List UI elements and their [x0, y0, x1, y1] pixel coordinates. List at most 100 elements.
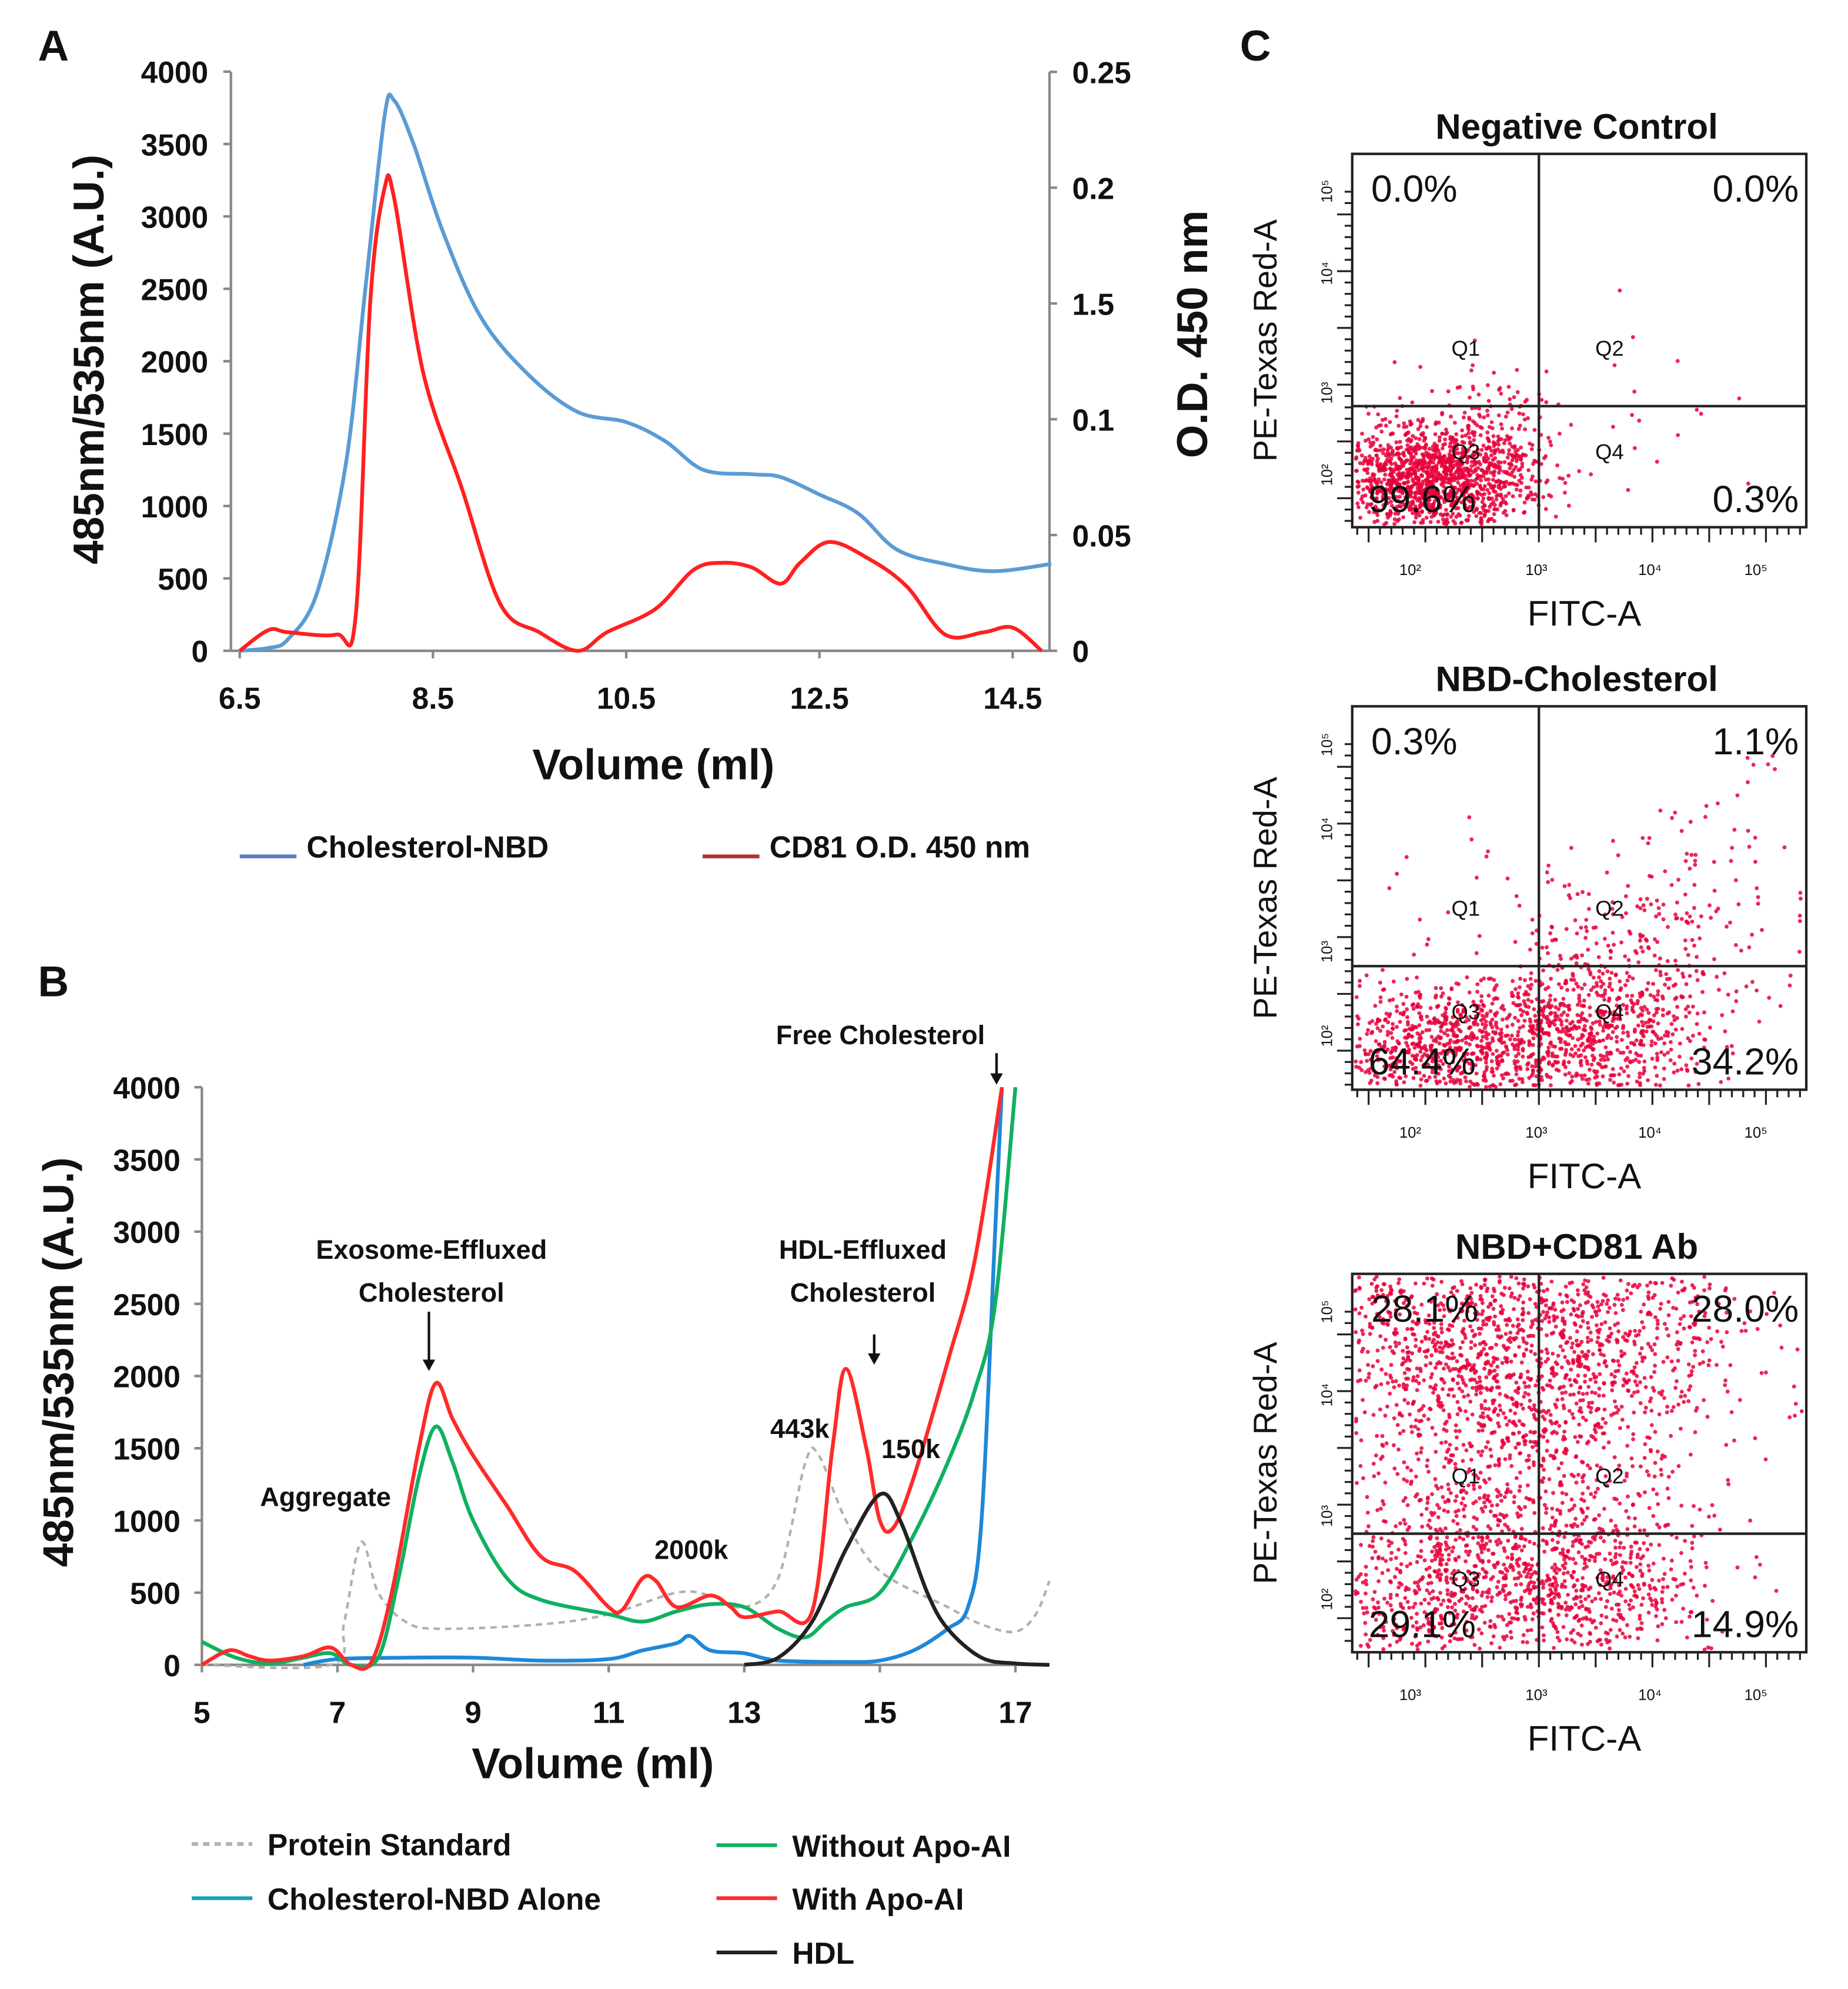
- event-dot: [1649, 1423, 1654, 1428]
- event-dot: [1615, 1339, 1620, 1343]
- event-dot: [1600, 1343, 1605, 1348]
- event-dot: [1546, 1045, 1551, 1050]
- event-dot: [1540, 945, 1545, 950]
- event-dot: [1512, 1307, 1516, 1312]
- event-dot: [1467, 415, 1472, 420]
- event-dot: [1620, 1303, 1624, 1307]
- event-dot: [1586, 892, 1591, 897]
- event-dot: [1646, 1078, 1650, 1082]
- event-dot: [1441, 1599, 1446, 1603]
- event-dot: [1382, 1282, 1386, 1286]
- event-dot: [1575, 1329, 1579, 1334]
- event-dot: [1503, 1356, 1508, 1360]
- event-dot: [1501, 497, 1505, 502]
- event-dot: [1415, 1374, 1420, 1379]
- event-dot: [1545, 1350, 1550, 1355]
- event-dot: [1523, 453, 1528, 457]
- event-dot: [1682, 1288, 1686, 1292]
- event-dot: [1460, 1038, 1465, 1043]
- event-dot: [1480, 1301, 1485, 1305]
- event-dot: [1712, 860, 1716, 864]
- event-dot: [1633, 1379, 1638, 1384]
- event-dot: [1425, 1276, 1429, 1281]
- event-dot: [1466, 1393, 1471, 1398]
- event-dot: [1455, 1068, 1459, 1073]
- event-dot: [1445, 1580, 1449, 1585]
- event-dot: [1391, 449, 1395, 453]
- event-dot: [1503, 1416, 1508, 1420]
- event-dot: [1405, 467, 1409, 472]
- event-dot: [1653, 937, 1657, 941]
- event-dot: [1612, 1073, 1617, 1078]
- event-dot: [1422, 1558, 1427, 1563]
- event-dot: [1455, 1359, 1459, 1363]
- event-dot: [1495, 479, 1499, 484]
- event-dot: [1619, 1353, 1624, 1358]
- event-dot: [1413, 1065, 1418, 1070]
- event-dot: [1502, 441, 1506, 446]
- event-dot: [1499, 1031, 1504, 1035]
- event-dot: [1726, 1482, 1731, 1486]
- event-dot: [1458, 385, 1462, 389]
- event-dot: [1525, 397, 1529, 402]
- event-dot: [1578, 1303, 1582, 1308]
- event-dot: [1420, 452, 1425, 457]
- event-dot: [1475, 982, 1480, 987]
- event-dot: [1368, 1332, 1372, 1336]
- event-dot: [1477, 1375, 1482, 1380]
- event-dot: [1478, 1057, 1483, 1062]
- event-dot: [1545, 1333, 1549, 1338]
- event-dot: [1417, 513, 1422, 518]
- event-dot: [1701, 1360, 1706, 1365]
- y-tick-label: 1000: [141, 490, 209, 524]
- event-dot: [1374, 1039, 1378, 1044]
- event-dot: [1368, 503, 1373, 507]
- event-dot: [1640, 990, 1644, 995]
- event-dot: [1638, 1380, 1642, 1385]
- event-dot: [1640, 1023, 1645, 1028]
- event-dot: [1391, 1027, 1395, 1031]
- event-dot: [1562, 1059, 1566, 1064]
- event-dot: [1560, 1319, 1565, 1323]
- event-dot: [1522, 417, 1527, 422]
- event-dot: [1595, 1081, 1599, 1086]
- event-dot: [1508, 1630, 1513, 1634]
- event-dot: [1357, 1065, 1362, 1070]
- event-dot: [1684, 1063, 1689, 1068]
- event-dot: [1523, 427, 1528, 432]
- event-dot: [1655, 1318, 1660, 1323]
- event-dot: [1737, 396, 1742, 401]
- event-dot: [1389, 432, 1394, 436]
- event-dot: [1398, 440, 1402, 444]
- event-dot: [1480, 1385, 1485, 1390]
- event-dot: [1522, 1018, 1527, 1023]
- event-dot: [1636, 1389, 1640, 1394]
- event-dot: [1528, 1017, 1532, 1022]
- event-dot: [1469, 1346, 1473, 1350]
- event-dot: [1555, 463, 1560, 468]
- event-dot: [1522, 999, 1526, 1004]
- event-dot: [1405, 1050, 1409, 1055]
- event-dot: [1451, 445, 1456, 449]
- event-dot: [1483, 1278, 1487, 1283]
- event-dot: [1549, 1021, 1553, 1025]
- event-dot: [1396, 1281, 1401, 1285]
- y2-tick-label: 0.2: [1072, 172, 1115, 206]
- event-dot: [1410, 467, 1415, 472]
- y-tick-label: 0: [191, 634, 208, 668]
- event-dot: [1478, 1496, 1482, 1500]
- event-dot: [1632, 1282, 1637, 1287]
- event-dot: [1679, 1503, 1684, 1508]
- event-dot: [1384, 497, 1388, 502]
- event-dot: [1520, 1047, 1525, 1051]
- event-dot: [1732, 827, 1737, 832]
- event-dot: [1490, 426, 1495, 430]
- event-dot: [1580, 890, 1585, 894]
- event-dot: [1419, 1058, 1423, 1062]
- event-dot: [1366, 1363, 1371, 1367]
- event-dot: [1683, 859, 1688, 863]
- event-dot: [1475, 506, 1479, 511]
- event-dot: [1526, 1284, 1530, 1289]
- event-dot: [1379, 1536, 1384, 1541]
